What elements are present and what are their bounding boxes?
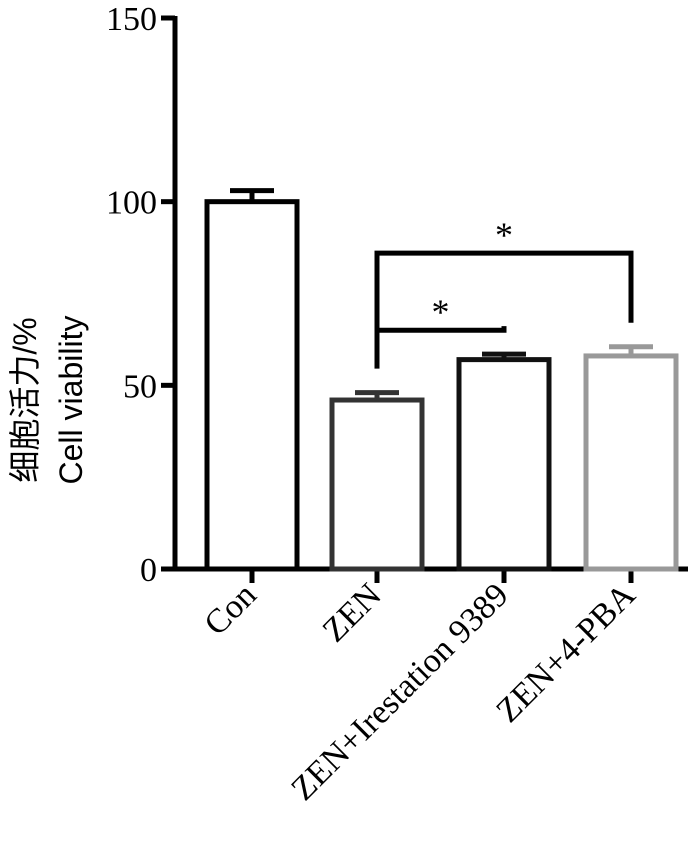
bars: [204, 188, 679, 572]
bar: [329, 397, 425, 572]
bar: [456, 357, 552, 572]
y-axis-label-line-1: 细胞活力/%: [7, 317, 43, 482]
y-axis-label: 细胞活力/% Cell viability: [7, 316, 89, 485]
x-tick-label: Con: [197, 576, 263, 642]
significance-brackets: **: [374, 215, 634, 369]
significance-bracket: [374, 250, 634, 369]
bar: [583, 353, 679, 572]
x-tick-label: ZEN+4-PBA: [489, 576, 643, 730]
y-tick-label: 100: [106, 185, 157, 222]
y-axis-label-line-2: Cell viability: [53, 316, 89, 485]
y-tick-label: 50: [123, 368, 157, 405]
y-tick-label: 0: [140, 552, 157, 589]
x-tick-label: ZEN+Irestation 9389: [284, 576, 515, 807]
bar: [204, 199, 300, 572]
significance-star: *: [432, 292, 450, 332]
x-tick-label: ZEN: [316, 576, 389, 649]
y-tick-label: 150: [106, 1, 157, 38]
significance-star: *: [495, 215, 513, 255]
